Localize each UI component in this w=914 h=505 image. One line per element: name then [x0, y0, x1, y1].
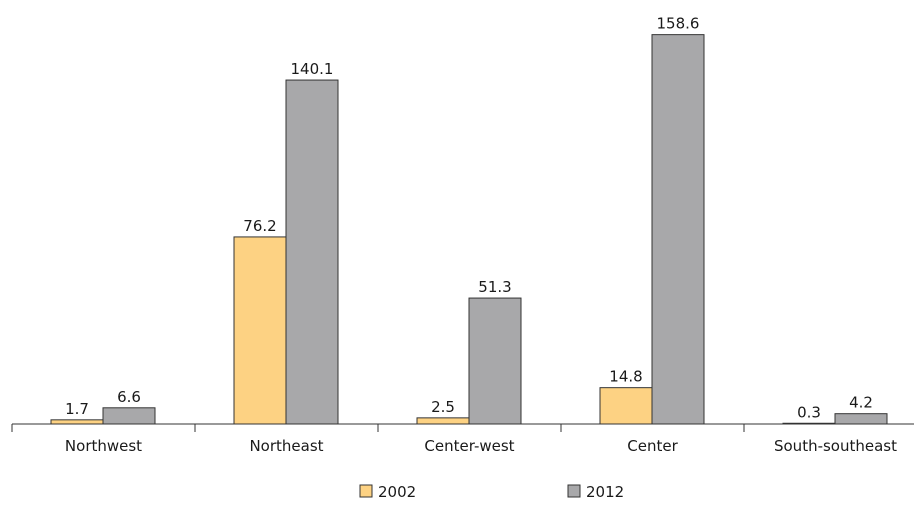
bars-group	[50, 34, 888, 425]
legend-swatch-2002	[359, 484, 373, 498]
bar-2002-northwest	[50, 419, 104, 425]
legend-swatch-2012	[567, 484, 581, 498]
bar-2012-northwest	[102, 407, 156, 425]
category-labels-group: Northwest Northeast Center-west Center South…	[65, 437, 897, 455]
x-tick-label: Northwest	[65, 437, 142, 455]
legend-label-2012: 2012	[586, 483, 624, 501]
data-label: 140.1	[291, 60, 334, 78]
legend: 2002 2012	[359, 483, 624, 501]
bar-2012-south-southeast	[834, 413, 888, 425]
x-tick-label: South-southeast	[774, 437, 897, 455]
x-tick-label: Center-west	[424, 437, 514, 455]
x-tick-label: Northeast	[249, 437, 323, 455]
bar-2002-northeast	[233, 236, 287, 425]
legend-label-2002: 2002	[378, 483, 416, 501]
bar-2002-center	[599, 387, 653, 425]
x-tick-label: Center	[627, 437, 678, 455]
bar-2002-center-west	[416, 417, 470, 425]
value-labels-group: 1.7 6.6 76.2 140.1 2.5 51.3 14.8 158.6 0.3 4.2	[65, 15, 873, 422]
data-label: 1.7	[65, 400, 89, 418]
data-label: 51.3	[478, 278, 511, 296]
bar-2012-center-west	[468, 297, 522, 425]
data-label: 6.6	[117, 388, 141, 406]
x-axis-ticks	[11, 424, 745, 432]
data-label: 4.2	[849, 394, 873, 412]
bar-2012-northeast	[285, 79, 339, 425]
data-label: 2.5	[431, 398, 455, 416]
data-label: 76.2	[243, 217, 276, 235]
data-label: 14.8	[609, 368, 642, 386]
data-label: 158.6	[657, 15, 700, 33]
data-label: 0.3	[797, 403, 821, 421]
bar-2012-center	[651, 34, 705, 425]
